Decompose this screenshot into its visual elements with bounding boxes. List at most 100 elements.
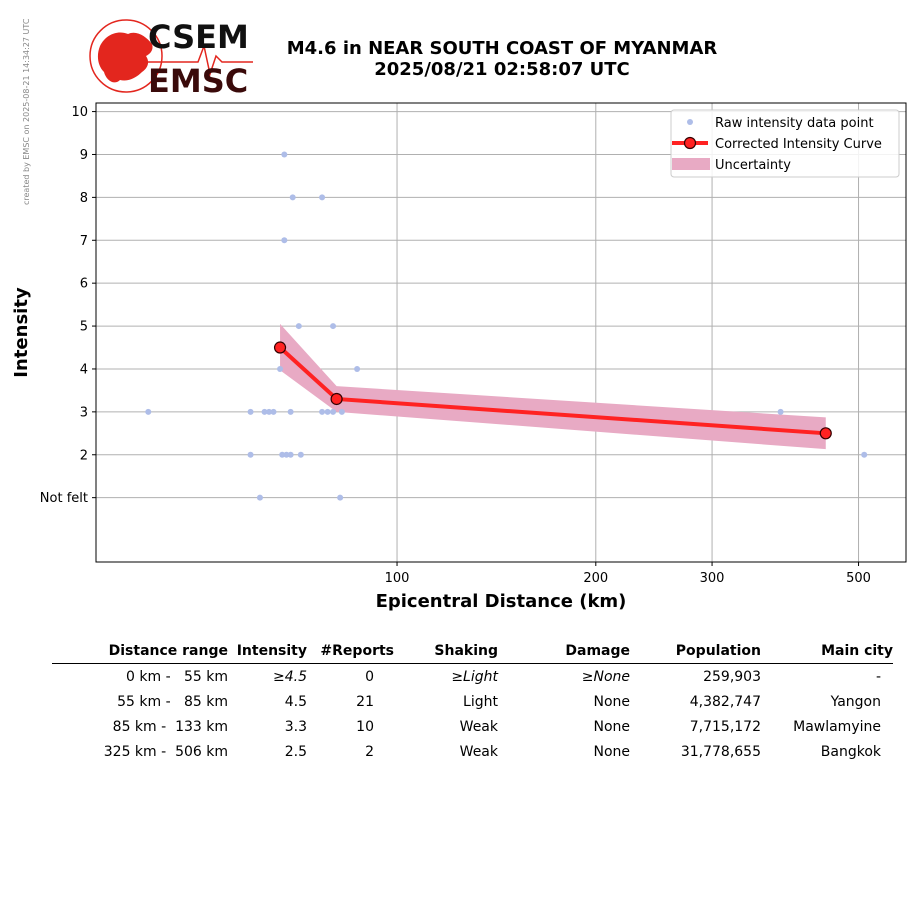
table-row: 325 km - 506 km 2.5 2 Weak None 31,778,6… <box>52 739 893 764</box>
raw-data-point <box>330 323 337 330</box>
curve-marker <box>819 427 832 440</box>
x-tick-label: 300 <box>700 571 725 586</box>
emsc-logo: CSEM EMSC <box>89 18 253 98</box>
col-main-city: Main city <box>761 640 893 664</box>
col-distance-range: Distance range <box>52 640 228 664</box>
curve-marker <box>273 341 287 354</box>
raw-data-point <box>287 451 294 458</box>
curve-marker <box>330 392 343 406</box>
x-tick-label: 200 <box>583 571 608 586</box>
cell-damage: None <box>593 718 630 735</box>
uncertainty-band <box>280 323 826 450</box>
raw-data-point <box>297 451 304 458</box>
y-tick-label: 4 <box>80 362 88 377</box>
raw-data-point <box>287 408 294 415</box>
raw-data-point <box>289 194 296 201</box>
raw-data-point <box>281 151 288 158</box>
table-row: 0 km - 55 km ≥4.5 0 ≥Light ≥None 259,903… <box>52 664 893 690</box>
y-tick-label: 10 <box>71 105 88 120</box>
col-damage: Damage <box>498 640 630 664</box>
y-tick-label: 5 <box>80 320 88 335</box>
title-line-1: M4.6 in NEAR SOUTH COAST OF MYANMAR <box>286 38 718 59</box>
cell-distance: 55 km - 85 km <box>117 693 228 710</box>
legend-label: Corrected Intensity Curve <box>715 137 882 152</box>
cell-intensity: 4.5 <box>284 693 307 710</box>
cell-intensity: ≥4.5 <box>273 668 307 685</box>
chart-title: M4.6 in NEAR SOUTH COAST OF MYANMAR 2025… <box>262 38 742 80</box>
raw-data-point <box>354 365 361 372</box>
y-tick-label: 8 <box>80 191 88 206</box>
y-tick-label: 9 <box>80 148 88 163</box>
raw-data-point <box>256 494 263 501</box>
cell-reports: 2 <box>365 743 374 760</box>
x-tick-label: 100 <box>385 571 410 586</box>
table-row: 55 km - 85 km 4.5 21 Light None 4,382,74… <box>52 689 893 714</box>
logo-text-csem: CSEM <box>148 18 249 56</box>
cell-reports: 10 <box>356 718 374 735</box>
cell-damage: None <box>593 743 630 760</box>
cell-shaking: Light <box>463 693 498 710</box>
cell-shaking: Weak <box>459 718 498 735</box>
cell-main-city: Bangkok <box>820 743 881 760</box>
x-axis-label: Epicentral Distance (km) <box>376 591 627 612</box>
legend-uncertainty-swatch <box>672 158 710 170</box>
raw-data-point <box>295 323 302 330</box>
cell-population: 4,382,747 <box>689 693 761 710</box>
cell-main-city: Mawlamyine <box>793 718 881 735</box>
raw-data-point <box>266 408 273 415</box>
cell-reports: 21 <box>356 693 374 710</box>
raw-data-point <box>247 451 254 458</box>
title-line-2: 2025/08/21 02:58:07 UTC <box>374 59 630 80</box>
raw-data-point <box>324 408 331 415</box>
raw-data-point <box>145 408 152 415</box>
raw-data-point <box>281 237 288 244</box>
cell-reports: 0 <box>365 668 374 685</box>
legend-curve-marker <box>683 136 697 150</box>
legend: Raw intensity data point Corrected Intens… <box>670 109 900 178</box>
cell-damage: None <box>593 693 630 710</box>
raw-data-point <box>261 408 268 415</box>
y-tick-label: Not felt <box>40 491 88 506</box>
cell-population: 259,903 <box>703 668 761 685</box>
plot-frame <box>95 102 907 563</box>
cell-main-city: Yangon <box>830 693 881 710</box>
cell-shaking: ≥Light <box>451 668 498 685</box>
y-tick-label: 3 <box>80 405 88 420</box>
table-row: 85 km - 133 km 3.3 10 Weak None 7,715,17… <box>52 714 893 739</box>
cell-population: 31,778,655 <box>680 743 761 760</box>
y-tick-label: 6 <box>80 277 88 292</box>
table-header-row: Distance range Intensity #Reports Shakin… <box>52 640 893 664</box>
logo-text-emsc: EMSC <box>148 62 248 98</box>
legend-label: Raw intensity data point <box>715 116 874 131</box>
raw-data-point <box>319 408 326 415</box>
cell-main-city: - <box>875 668 881 685</box>
cell-distance: 0 km - 55 km <box>126 668 228 685</box>
raw-data-point <box>279 451 286 458</box>
raw-data-point <box>338 408 345 415</box>
cell-damage: ≥None <box>581 668 630 685</box>
raw-data-point <box>777 408 784 415</box>
y-axis-label: Intensity <box>11 287 32 378</box>
raw-data-point <box>247 408 254 415</box>
raw-data-point <box>337 494 344 501</box>
cell-distance: 85 km - 133 km <box>112 718 228 735</box>
cell-population: 7,715,172 <box>689 718 761 735</box>
raw-data-point <box>330 408 337 415</box>
y-tick-label: 2 <box>80 448 88 463</box>
cell-distance: 325 km - 506 km <box>103 743 228 760</box>
y-tick-label: 7 <box>80 234 88 249</box>
cell-intensity: 3.3 <box>284 718 307 735</box>
x-tick-label: 500 <box>846 571 871 586</box>
col-reports: #Reports <box>307 640 394 664</box>
raw-data-point <box>861 451 868 458</box>
col-shaking: Shaking <box>394 640 498 664</box>
intensity-table: Distance range Intensity #Reports Shakin… <box>52 640 893 764</box>
raw-data-point <box>283 451 290 458</box>
intensity-chart: Not felt 2 3 4 5 6 7 8 9 10 100 200 300 500 Epicentral… <box>11 102 907 612</box>
col-population: Population <box>630 640 761 664</box>
legend-raw-swatch <box>687 119 693 125</box>
legend-label: Uncertainty <box>715 158 791 173</box>
raw-data-point <box>270 408 277 415</box>
raw-data-point <box>277 365 284 372</box>
legend-box <box>670 109 900 178</box>
